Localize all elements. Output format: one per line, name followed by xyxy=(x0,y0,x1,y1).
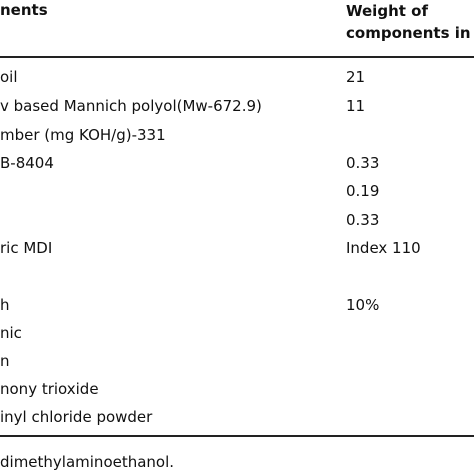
footnote: dimethylaminoethanol. xyxy=(0,453,175,471)
header-weight-line2: components in xyxy=(346,24,471,42)
row-value: 21 xyxy=(346,68,366,86)
row-name: ric MDI xyxy=(0,239,53,257)
row-name: h xyxy=(0,296,10,314)
row-value: 0.33 xyxy=(346,211,380,229)
header-rule xyxy=(0,56,474,58)
row-name: B-8404 xyxy=(0,154,54,172)
row-name: nic xyxy=(0,324,22,342)
header-components: nents xyxy=(0,1,48,19)
row-value: Index 110 xyxy=(346,239,421,257)
row-name: v based Mannich polyol(Mw-672.9) xyxy=(0,97,262,115)
header-weight-line1: Weight of xyxy=(346,2,428,20)
row-name: nony trioxide xyxy=(0,380,99,398)
bottom-rule xyxy=(0,435,474,437)
row-value: 11 xyxy=(346,97,366,115)
row-value: 0.33 xyxy=(346,154,380,172)
row-value: 10% xyxy=(346,296,380,314)
header-weight: Weight of components in xyxy=(346,0,471,44)
row-name: mber (mg KOH/g)-331 xyxy=(0,126,166,144)
row-name: n xyxy=(0,352,10,370)
row-name: inyl chloride powder xyxy=(0,408,153,426)
row-name: oil xyxy=(0,68,18,86)
row-value: 0.19 xyxy=(346,182,380,200)
